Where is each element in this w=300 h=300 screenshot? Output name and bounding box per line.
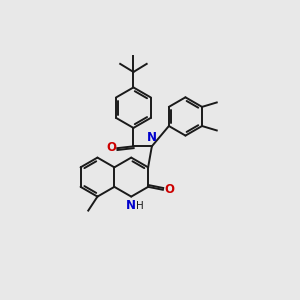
Text: N: N — [147, 131, 157, 144]
Text: O: O — [164, 183, 174, 196]
Text: O: O — [106, 141, 116, 154]
Text: N: N — [126, 199, 136, 212]
Text: H: H — [136, 201, 144, 212]
